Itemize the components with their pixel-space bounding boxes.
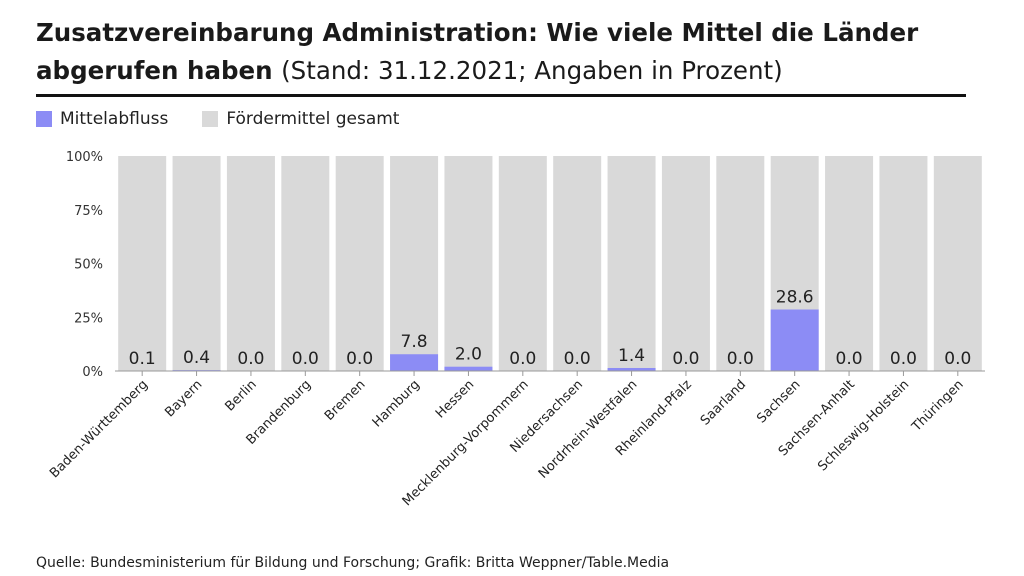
bar-total [281,156,330,371]
x-tick-label: Nordrhein-Westfalen [536,377,640,481]
legend-swatch-foerdermittel [202,111,219,127]
data-label: 0.4 [183,348,210,368]
y-tick-label: 50% [74,258,103,273]
bar-mittelabfluss [390,354,439,371]
bar-total [118,156,167,371]
data-label: 0.0 [564,349,591,369]
bar-total [661,156,710,371]
legend-label-mittelabfluss: Mittelabfluss [60,109,169,129]
bar-total [933,156,982,371]
data-label: 0.0 [346,349,373,369]
data-label: 0.0 [890,349,917,369]
y-tick-label: 75% [74,204,103,219]
legend-item-foerdermittel: Fördermittel gesamt [202,109,399,129]
legend: Mittelabfluss Fördermittel gesamt [36,107,433,131]
bar-total [172,156,221,371]
bar-chart: 0% 25% 50% 75% 100% 0.1 Baden-Württemberg 0.4 Ba… [47,150,985,509]
bar-total [879,156,928,371]
bar-total [553,156,602,371]
chart-subtitle: (Stand: 31.12.2021; Angaben in Prozent) [281,56,783,85]
data-label: 0.0 [672,349,699,369]
legend-swatch-mittelabfluss [36,111,52,127]
bar-total [335,156,384,371]
source-footer: Quelle: Bundesministerium für Bildung un… [36,555,670,571]
data-label: 0.0 [292,349,319,369]
bar-total [444,156,493,371]
x-tick-label: Baden-Württemberg [47,377,151,481]
data-label: 0.0 [237,349,264,369]
y-tick-label: 25% [74,311,103,326]
x-tick-label: Bremen [322,377,369,424]
data-label: 2.0 [455,345,482,365]
x-tick-label: Schleswig-Holstein [815,377,912,474]
bar-mittelabfluss [444,366,493,371]
bar-mittelabfluss [770,309,819,371]
chart-title: Zusatzvereinbarung Administration: Wie v… [36,14,976,90]
bar-total [390,156,439,371]
data-label: 0.0 [727,349,754,369]
x-tick-label: Hamburg [370,377,423,430]
chart-title-bold: Zusatzvereinbarung Administration: Wie v… [36,18,919,85]
x-tick-label: Thüringen [909,377,967,435]
x-tick-label: Hessen [433,377,477,421]
x-tick-label: Saarland [698,377,749,428]
legend-label-foerdermittel: Fördermittel gesamt [226,109,400,129]
data-label: 0.0 [836,349,863,369]
bar-total [498,156,547,371]
x-tick-label: Berlin [222,377,259,414]
y-tick-label: 0% [82,365,103,380]
data-label: 0.0 [944,349,971,369]
bar-total [716,156,765,371]
bar-total [825,156,874,371]
y-tick-label: 100% [66,150,103,165]
title-rule [36,94,966,97]
data-label: 7.8 [401,332,428,352]
bar-total [607,156,656,371]
data-label: 0.1 [129,349,156,369]
data-label: 28.6 [776,288,814,308]
legend-item-mittelabfluss: Mittelabfluss [36,109,168,129]
data-label: 0.0 [509,349,536,369]
x-tick-label: Sachsen [754,377,803,426]
bar-total [226,156,275,371]
data-label: 1.4 [618,346,645,366]
x-tick-label: Bayern [162,377,205,420]
bar-mittelabfluss [607,367,656,371]
